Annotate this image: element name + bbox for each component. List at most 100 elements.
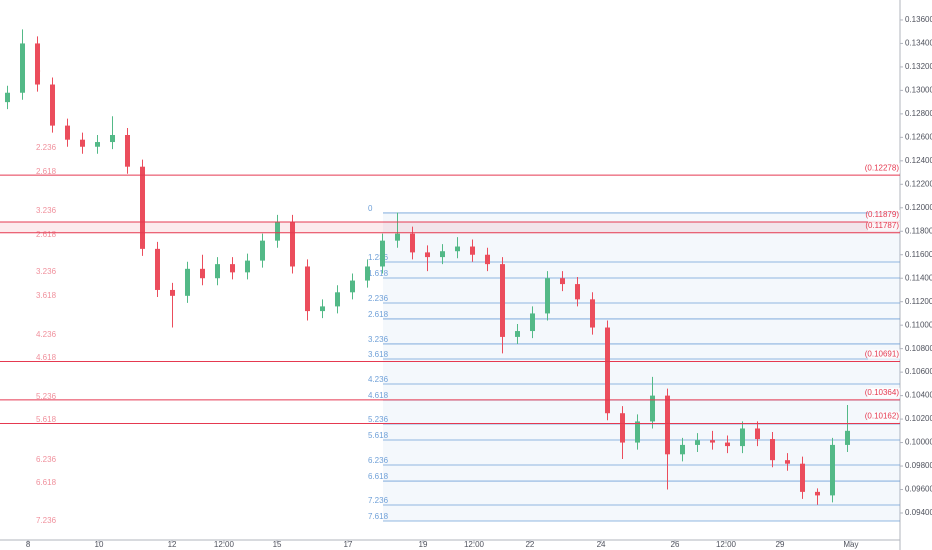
candle-body bbox=[755, 428, 760, 440]
candle-body bbox=[515, 331, 520, 337]
candle-body bbox=[35, 43, 40, 85]
y-tick-label: 0.11600 bbox=[905, 250, 932, 259]
y-tick-label: 0.13400 bbox=[905, 39, 932, 48]
level-label: (0.10691) bbox=[865, 350, 900, 359]
candle-body bbox=[185, 268, 190, 296]
fib-label: 2.236 bbox=[368, 294, 389, 303]
y-tick-label: 0.11000 bbox=[905, 320, 932, 329]
fib-label: 4.236 bbox=[36, 330, 57, 339]
y-tick-label: 0.11400 bbox=[905, 273, 932, 282]
fib-label: 2.618 bbox=[368, 310, 389, 319]
level-label-box bbox=[868, 349, 900, 360]
y-tick-label: 0.10200 bbox=[905, 414, 932, 423]
level-label-box bbox=[868, 220, 900, 231]
candle-body bbox=[560, 278, 565, 285]
candle-body bbox=[395, 233, 400, 241]
level-label-box bbox=[868, 411, 900, 422]
fib-label: 4.618 bbox=[36, 353, 57, 362]
candle-body bbox=[470, 246, 475, 255]
candle-body bbox=[455, 246, 460, 252]
fib-label: 6.236 bbox=[368, 456, 389, 465]
candle-body bbox=[290, 221, 295, 267]
candle-body bbox=[635, 421, 640, 443]
y-tick-label: 0.13200 bbox=[905, 62, 932, 71]
candle-body bbox=[350, 280, 355, 293]
candle-body bbox=[320, 306, 325, 312]
candle-body bbox=[95, 142, 100, 147]
candle-body bbox=[65, 125, 70, 140]
fib-label: 2.618 bbox=[36, 230, 57, 239]
candle-body bbox=[530, 313, 535, 332]
y-tick-label: 0.10000 bbox=[905, 438, 932, 447]
candle-body bbox=[485, 254, 490, 265]
candle-body bbox=[845, 430, 850, 445]
candle-body bbox=[170, 289, 175, 296]
fib-label: 3.236 bbox=[36, 206, 57, 215]
candle-body bbox=[230, 264, 235, 273]
y-tick-label: 0.12000 bbox=[905, 203, 932, 212]
candle-body bbox=[725, 442, 730, 447]
y-tick-label: 0.12200 bbox=[905, 179, 932, 188]
y-tick-label: 0.11800 bbox=[905, 226, 932, 235]
candle-body bbox=[275, 221, 280, 241]
candle-body bbox=[575, 284, 580, 300]
fib-label: 2.236 bbox=[36, 143, 57, 152]
x-tick-label: 8 bbox=[26, 540, 31, 549]
y-tick-label: 0.10400 bbox=[905, 391, 932, 400]
candle-body bbox=[680, 444, 685, 455]
y-tick-label: 0.12400 bbox=[905, 156, 932, 165]
level-label: (0.10162) bbox=[865, 412, 900, 421]
candle-body bbox=[620, 413, 625, 443]
candle-body bbox=[425, 252, 430, 258]
candle-body bbox=[80, 139, 85, 147]
y-tick-label: 0.13600 bbox=[905, 15, 932, 24]
y-tick-label: 0.10800 bbox=[905, 344, 932, 353]
fib-label: 5.236 bbox=[368, 415, 389, 424]
candle-body bbox=[800, 463, 805, 492]
candle-body bbox=[815, 491, 820, 496]
candle-body bbox=[380, 240, 385, 267]
fib-label: 1.236 bbox=[368, 253, 389, 262]
level-label-box bbox=[868, 387, 900, 398]
candle-body bbox=[245, 260, 250, 273]
fib-label: 6.618 bbox=[368, 472, 389, 481]
candle-body bbox=[50, 84, 55, 126]
fib-label: 5.236 bbox=[36, 392, 57, 401]
candle-body bbox=[440, 251, 445, 258]
x-tick-label: 15 bbox=[273, 540, 282, 549]
candle-body bbox=[140, 166, 145, 249]
candle-body bbox=[410, 233, 415, 253]
candle-body bbox=[785, 460, 790, 464]
candle-body bbox=[650, 395, 655, 422]
candle-body bbox=[830, 444, 835, 496]
fib-label: 0 bbox=[368, 204, 373, 213]
x-tick-label: May bbox=[843, 540, 858, 549]
level-band bbox=[0, 221, 900, 233]
level-label: (0.11879) bbox=[865, 210, 899, 219]
fib-label: 6.618 bbox=[36, 478, 57, 487]
y-tick-label: 0.09600 bbox=[905, 485, 932, 494]
fib-label: 1.618 bbox=[368, 269, 389, 278]
y-tick-label: 0.12800 bbox=[905, 109, 932, 118]
x-tick-label: 12 bbox=[168, 540, 177, 549]
candle-body bbox=[260, 240, 265, 261]
candle-body bbox=[20, 43, 25, 93]
y-tick-label: 0.13000 bbox=[905, 86, 932, 95]
candle-body bbox=[740, 428, 745, 447]
fib-label: 3.618 bbox=[36, 291, 57, 300]
x-tick-label: 22 bbox=[525, 540, 534, 549]
x-tick-label: 29 bbox=[776, 540, 785, 549]
candle-body bbox=[200, 268, 205, 279]
x-tick-label: 19 bbox=[419, 540, 428, 549]
fib-label: 4.236 bbox=[368, 375, 389, 384]
candle-body bbox=[695, 440, 700, 445]
fib-label: 5.618 bbox=[368, 431, 389, 440]
candle-body bbox=[710, 440, 715, 443]
candle-body bbox=[110, 135, 115, 143]
candle-body bbox=[500, 264, 505, 337]
fib-label: 7.236 bbox=[368, 496, 389, 505]
fib-band bbox=[383, 212, 900, 521]
fib-label: 7.236 bbox=[36, 516, 57, 525]
x-tick-label: 10 bbox=[95, 540, 104, 549]
